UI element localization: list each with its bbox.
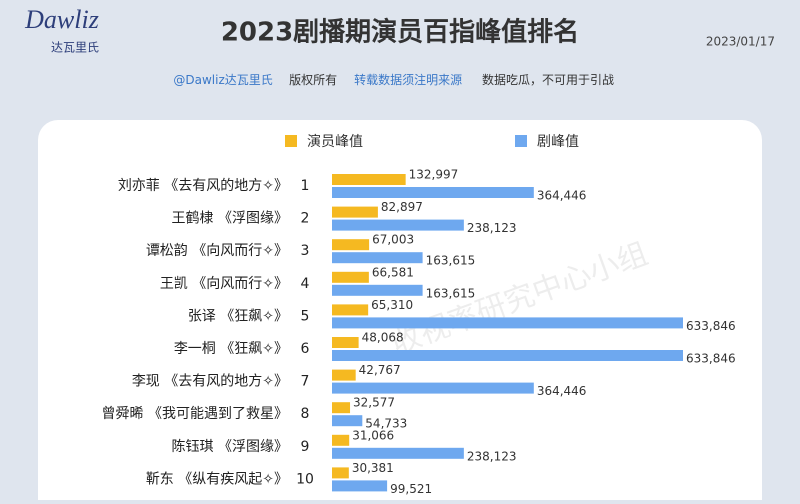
card [38, 120, 762, 504]
value-label: 132,997 [409, 168, 459, 182]
category-label: 王鹤棣 《浮图缘》 [172, 211, 288, 227]
category-label: 王凯 《向风而行✧》 [160, 276, 288, 292]
category-label: 陈钰琪 《浮图缘》 [172, 438, 288, 455]
value-label: 633,846 [686, 352, 736, 366]
bar [332, 304, 369, 316]
legend-swatch [285, 135, 297, 147]
bar [332, 382, 534, 394]
rank-label: 1 [301, 178, 310, 194]
value-label: 364,446 [537, 189, 587, 203]
bar [332, 337, 359, 348]
date: 2023/01/17 [706, 35, 775, 49]
bar [332, 402, 351, 414]
value-label: 163,615 [426, 286, 476, 300]
bar [332, 239, 370, 251]
value-label: 82,897 [381, 200, 423, 214]
notice-part: @Dawliz达瓦里氏 [173, 73, 272, 87]
chart-title: 2023剧播期演员百指峰值排名 [221, 17, 579, 48]
bar [332, 317, 683, 329]
category-label: 曾舜晞 《我可能遇到了救星》 [102, 406, 288, 422]
rank-label: 3 [301, 243, 310, 259]
legend-swatch [515, 135, 527, 147]
legend-label: 剧峰值 [537, 134, 579, 150]
value-label: 31,066 [352, 428, 394, 442]
value-label: 633,846 [686, 319, 736, 333]
category-label: 李现 《去有风的地方✧》 [132, 374, 288, 390]
category-label: 谭松韵 《向风而行✧》 [146, 243, 288, 259]
rank-label: 4 [301, 276, 310, 292]
value-label: 238,123 [467, 221, 517, 235]
value-label: 67,003 [372, 233, 414, 247]
rank-label: 7 [301, 374, 310, 390]
notice-part: 数据吃瓜，不可用于引战 [482, 72, 614, 87]
bar [332, 434, 350, 446]
bar [332, 252, 423, 264]
value-label: 364,446 [537, 384, 587, 398]
value-label: 42,767 [359, 363, 401, 377]
legend-label: 演员峰值 [307, 134, 363, 150]
value-label: 238,123 [467, 449, 517, 463]
bar [332, 415, 363, 427]
bar [332, 350, 683, 361]
value-label: 54,733 [365, 417, 407, 431]
bar [332, 447, 464, 459]
category-label: 刘亦菲 《去有风的地方✧》 [118, 178, 288, 194]
logo-sub: 达瓦里氏 [51, 41, 99, 55]
value-label: 65,310 [371, 298, 413, 312]
bar [332, 467, 349, 479]
logo: Dawliz [24, 5, 99, 34]
rank-label: 10 [296, 471, 314, 487]
category-label: 靳东 《纵有疾风起✧》 [146, 471, 288, 487]
notice-part: 版权所有 [289, 73, 337, 87]
rank-label: 2 [301, 211, 310, 227]
bar [332, 284, 423, 296]
rank-label: 9 [301, 439, 310, 455]
category-label: 张译 《狂飙✧》 [188, 308, 288, 324]
rank-label: 8 [301, 406, 310, 422]
bar [332, 271, 369, 283]
rank-label: 6 [301, 341, 310, 357]
bar [332, 174, 406, 185]
value-label: 99,521 [390, 482, 432, 496]
value-label: 48,068 [362, 331, 404, 345]
rank-label: 5 [301, 308, 310, 324]
bar [332, 187, 534, 198]
value-label: 32,577 [353, 396, 395, 410]
value-label: 66,581 [372, 265, 414, 279]
notice: @Dawliz达瓦里氏 版权所有 转载数据须注明来源 数据吃瓜，不可用于引战 [173, 72, 614, 87]
bar [332, 219, 464, 231]
bar [332, 206, 378, 218]
value-label: 30,381 [352, 461, 394, 475]
bar [332, 369, 356, 381]
value-label: 163,615 [426, 254, 476, 268]
category-label: 李一桐 《狂飙✧》 [174, 341, 288, 357]
notice-part: 转载数据须注明来源 [354, 72, 462, 87]
bar [332, 480, 388, 492]
